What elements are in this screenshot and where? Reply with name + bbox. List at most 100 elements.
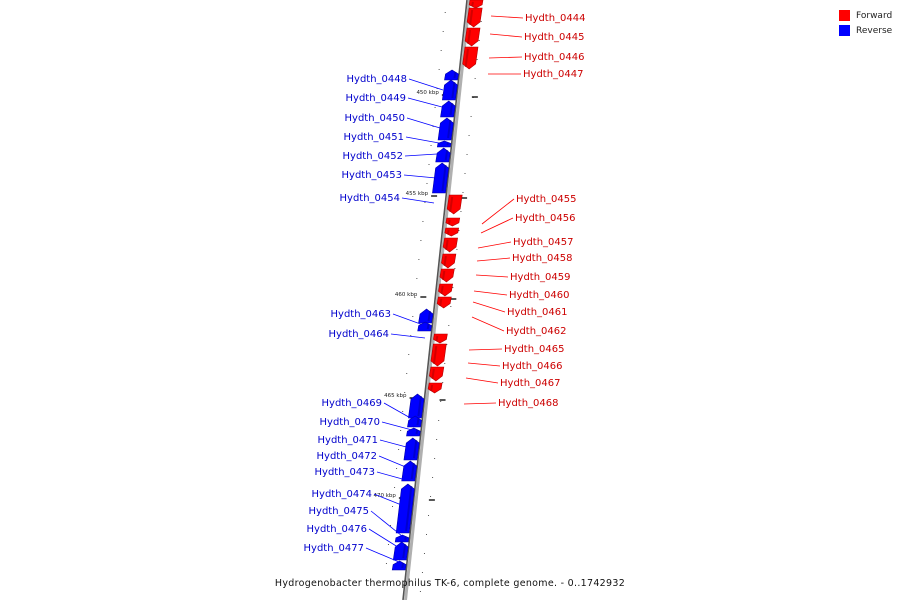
gene-arrow	[444, 227, 460, 237]
gene-shading	[440, 285, 444, 295]
gene-label: Hydth_0460	[509, 290, 570, 301]
minor-tick-left	[383, 582, 385, 583]
gene-label-leader	[467, 362, 501, 367]
gene-label: Hydth_0457	[513, 237, 574, 248]
minor-tick-right	[434, 458, 436, 459]
legend-reverse-swatch	[839, 25, 850, 36]
gene-shading	[430, 384, 434, 392]
gene-label-leader	[477, 241, 512, 249]
minor-tick-left	[410, 335, 412, 336]
gene-shading	[404, 536, 407, 541]
gene-label: Hydth_0447	[523, 69, 584, 80]
minor-tick-right	[430, 496, 432, 497]
gene-label: Hydth_0453	[342, 170, 403, 181]
gene-label: Hydth_0461	[507, 307, 568, 318]
tick-label: 450 kbp	[416, 90, 439, 96]
gene-arrow	[442, 237, 458, 253]
gene-label: Hydth_0444	[525, 13, 586, 24]
gene-shading	[426, 323, 430, 330]
minor-tick-right	[432, 477, 434, 478]
minor-tick-right	[478, 40, 480, 41]
gene-shading	[469, 9, 474, 26]
legend-forward: Forward	[839, 10, 892, 21]
gene-shading	[415, 429, 419, 435]
legend-forward-swatch	[839, 10, 850, 21]
gene-shading	[427, 310, 432, 322]
genome-caption: Hydrogenobacter thermophilus TK-6, compl…	[274, 578, 626, 589]
minor-tick-left	[426, 183, 428, 184]
gene-shading	[416, 417, 420, 426]
gene-shading	[441, 270, 446, 281]
tick-label: 470 kbp	[373, 493, 396, 499]
gene-arrow	[394, 534, 410, 543]
minor-tick-left	[422, 221, 424, 222]
gene-shading	[405, 485, 413, 532]
gene-arrow	[444, 69, 459, 81]
minor-tick-left	[428, 164, 430, 165]
minor-tick-right	[421, 572, 423, 573]
gene-label: Hydth_0451	[344, 132, 405, 143]
minor-tick-right	[426, 534, 427, 535]
gene-shading	[446, 229, 450, 235]
gene-label-leader	[404, 153, 438, 157]
gene-arrow	[445, 217, 461, 227]
gene-label: Hydth_0449	[346, 93, 407, 104]
gene-label: Hydth_0445	[524, 32, 585, 43]
minor-tick-left	[394, 487, 396, 488]
minor-tick-left	[418, 259, 420, 260]
gene-label: Hydth_0463	[331, 309, 392, 320]
minor-tick-left	[408, 354, 410, 355]
gene-shading	[443, 255, 447, 267]
minor-tick-left	[412, 316, 414, 317]
gene-shading	[417, 395, 422, 417]
gene-label-leader	[403, 174, 437, 179]
gene-shading	[471, 1, 474, 7]
gene-label-leader	[489, 33, 523, 38]
minor-tick-right	[462, 192, 464, 193]
gene-label: Hydth_0475	[309, 506, 370, 517]
minor-tick-right	[444, 363, 446, 364]
gene-arrow	[418, 308, 434, 324]
minor-tick-right	[466, 154, 468, 155]
gene-shading	[435, 335, 439, 342]
gene-label: Hydth_0466	[502, 361, 563, 372]
minor-tick-left	[438, 69, 440, 70]
minor-tick-left	[430, 145, 432, 146]
gene-shading	[412, 439, 418, 459]
gene-label: Hydth_0464	[329, 329, 390, 340]
gene-label: Hydth_0448	[347, 74, 408, 85]
gene-label-leader	[481, 198, 515, 225]
gene-shading	[447, 219, 451, 225]
gene-shading	[444, 149, 449, 161]
gene-shading	[447, 119, 452, 139]
minor-tick-left	[434, 107, 436, 108]
minor-tick-right	[454, 268, 456, 269]
gene-label-leader	[379, 439, 411, 449]
minor-tick-right	[419, 591, 421, 592]
gene-label: Hydth_0468	[498, 398, 559, 409]
gene-shading	[449, 102, 454, 116]
gene-shading	[402, 543, 407, 559]
minor-tick-left	[406, 373, 408, 374]
minor-tick-left	[385, 563, 387, 564]
gene-arrow	[438, 283, 454, 297]
gene-label-leader	[488, 56, 523, 59]
minor-tick-right	[428, 515, 430, 516]
minor-tick-right	[474, 78, 476, 79]
tick-label: 455 kbp	[406, 191, 429, 197]
minor-tick-left	[440, 50, 442, 51]
gene-shading	[446, 142, 449, 146]
gene-label-leader	[463, 402, 497, 405]
gene-label: Hydth_0452	[343, 151, 404, 162]
gene-label-leader	[378, 455, 409, 469]
gene-label-leader	[365, 547, 400, 563]
gene-shading	[451, 81, 456, 99]
minor-tick-left	[432, 126, 434, 127]
minor-tick-left	[420, 240, 422, 241]
gene-shading	[441, 164, 447, 192]
minor-tick-right	[464, 173, 466, 174]
minor-tick-right	[440, 401, 442, 402]
legend-reverse-label: Reverse	[856, 25, 893, 36]
